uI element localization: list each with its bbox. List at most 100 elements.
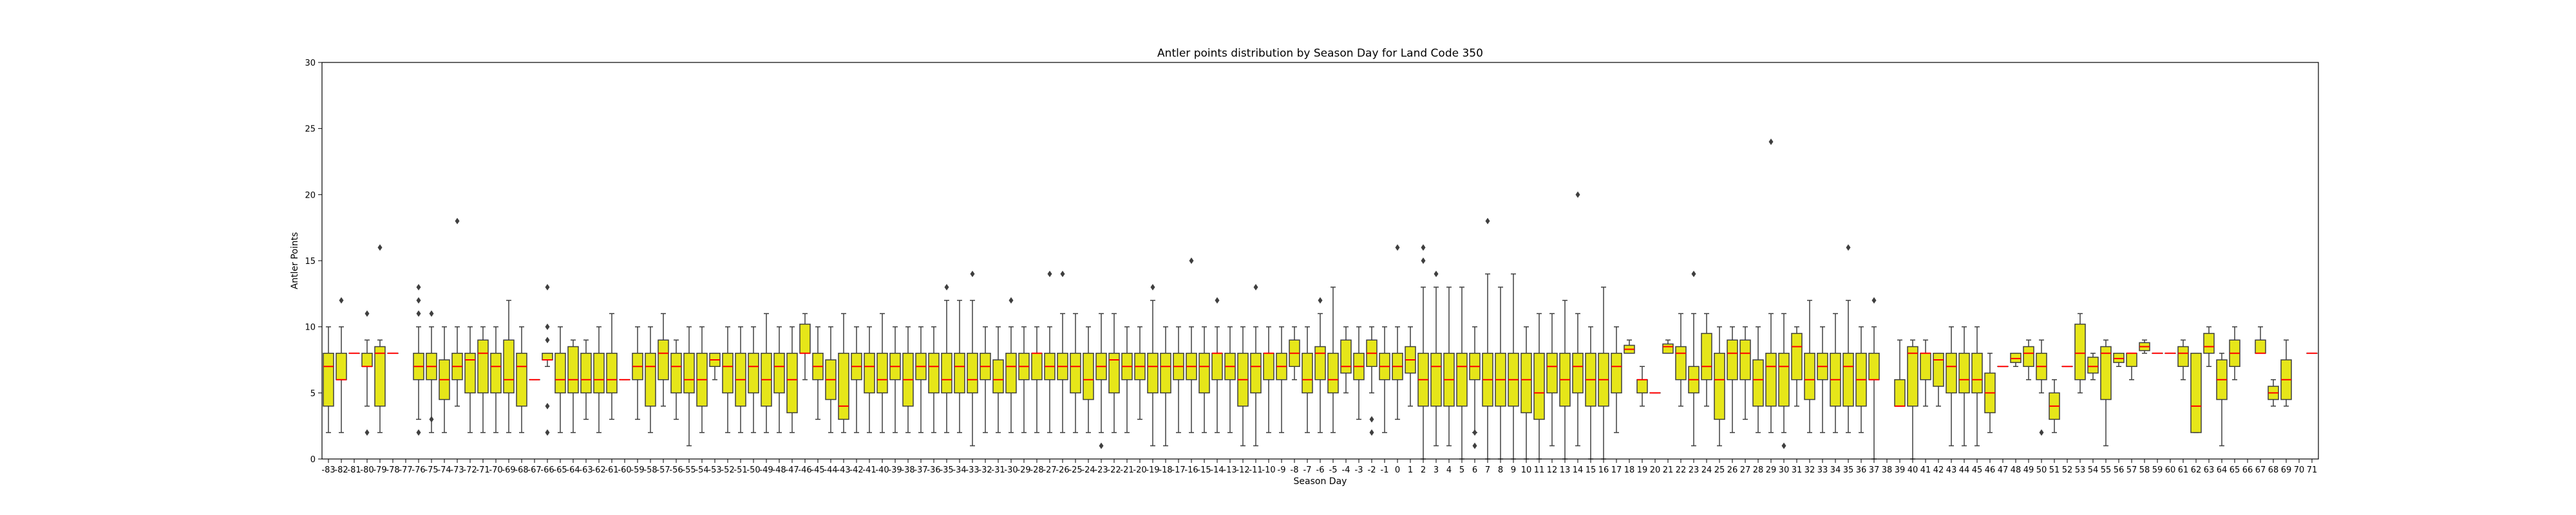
x-tick-label: -43 [837,465,850,475]
x-tick-label: 26 [1727,465,1738,475]
box-body [1533,352,1545,420]
x-tick-label: 51 [2049,465,2060,475]
box-body [954,352,965,394]
x-tick-label: 9 [1511,465,1516,475]
x-tick-label: 49 [2023,465,2034,475]
x-tick-label: 71 [2307,465,2318,475]
box--52 [722,326,734,433]
x-tick-label: -16 [1184,465,1198,475]
box-body [1546,352,1558,394]
box-body [1920,352,1931,380]
box-body [1894,379,1906,407]
box-body [1946,352,1957,394]
box-10 [1520,326,1532,460]
box-body [1636,379,1648,394]
box-body [1211,352,1223,380]
x-axis-label: Season Day [1294,476,1347,487]
box--21 [1121,326,1133,433]
x-tick-label: -76 [412,465,425,475]
x-tick-label: -60 [618,465,631,475]
x-tick-label: 34 [1830,465,1841,475]
outlier-point [1871,297,1877,304]
box--17 [1173,326,1184,433]
box-61 [2177,339,2189,380]
box--22 [1108,313,1120,433]
x-tick-label: -20 [1133,465,1146,475]
x-tick-label: 41 [1920,465,1931,475]
x-tick-label: -27 [1043,465,1056,475]
x-tick-label: -61 [605,465,618,475]
y-tick-label: 25 [305,125,316,135]
box-body [2100,346,2112,400]
box--69 [503,299,515,433]
x-tick-label: -34 [952,465,966,475]
box-body [1868,352,1880,380]
box--7 [1302,326,1313,433]
x-tick-label: 30 [1779,465,1790,475]
box-21 [1662,339,1674,354]
box--16 [1186,258,1197,433]
box-body [1662,343,1674,354]
x-tick-label: 38 [1882,465,1893,475]
box--48 [773,326,785,433]
box-body [503,339,515,394]
box-51 [2049,379,2060,433]
x-tick-label: -35 [940,465,953,475]
box--46 [799,313,811,380]
box-42 [1933,352,1944,407]
outlier-point [1434,270,1439,277]
outlier-point [377,244,383,251]
outlier-point [416,429,421,436]
box-body [2023,346,2034,368]
box-body [1456,352,1468,407]
box-11 [1533,313,1545,460]
box-22 [1675,313,1687,407]
x-tick-label: 61 [2178,465,2189,475]
x-tick-label: 11 [1534,465,1545,475]
box--76 [413,284,424,436]
x-tick-label: -63 [579,465,592,475]
x-tick-label: 58 [2139,465,2150,475]
box-31 [1791,326,1803,407]
x-tick-label: -25 [1068,465,1082,475]
x-tick-label: 18 [1624,465,1635,475]
box-body [464,352,476,394]
x-tick-label: -53 [708,465,721,475]
x-tick-label: 15 [1586,465,1596,475]
box-body [773,352,785,394]
box-body [1314,346,1326,380]
box-53 [2074,313,2086,394]
box-body [1714,352,1725,420]
x-tick-label: 47 [1998,465,2009,475]
x-tick-label: 48 [2011,465,2022,475]
box-58 [2139,339,2150,354]
outlier-point [970,270,975,277]
box--4 [1340,326,1352,394]
box--13 [1224,326,1236,433]
box-body [1971,352,1983,394]
box--35 [941,284,952,433]
box-body [1907,346,1918,407]
x-tick-label: 54 [2088,465,2099,475]
x-tick-label: 59 [2152,465,2163,475]
x-tick-label: 24 [1701,465,1712,475]
outlier-point [365,310,370,317]
x-tick-label: -37 [914,465,927,475]
box-body [864,352,875,394]
x-tick-label: -17 [1171,465,1185,475]
box--80 [361,310,373,436]
x-tick-label: -14 [1210,465,1224,475]
box-body [1842,352,1854,407]
box--55 [683,326,695,447]
x-tick-label: -81 [347,465,361,475]
box-62 [2190,352,2202,433]
box--43 [838,313,849,433]
outlier-point [339,297,344,304]
x-tick-label: 3 [1434,465,1439,475]
box-26 [1727,326,1738,433]
x-tick-label: -80 [360,465,374,475]
x-tick-label: -82 [334,465,348,475]
box-25 [1714,326,1725,447]
box-body [941,352,952,394]
box--37 [915,326,927,433]
